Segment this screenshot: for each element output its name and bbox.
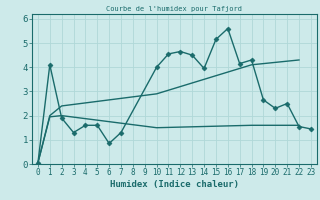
X-axis label: Humidex (Indice chaleur): Humidex (Indice chaleur): [110, 180, 239, 189]
Title: Courbe de l'humidex pour Tafjord: Courbe de l'humidex pour Tafjord: [106, 6, 243, 12]
